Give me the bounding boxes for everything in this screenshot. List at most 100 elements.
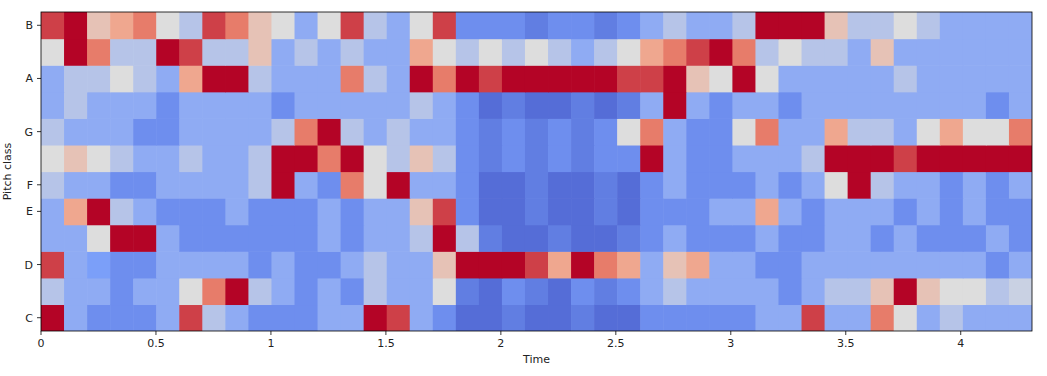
cell bbox=[617, 225, 641, 252]
cell bbox=[271, 172, 295, 199]
cell bbox=[663, 12, 687, 39]
cell bbox=[318, 251, 342, 278]
cell bbox=[940, 198, 964, 225]
cell bbox=[686, 65, 710, 92]
x-axis-label: Time bbox=[522, 353, 550, 366]
cell bbox=[617, 304, 641, 331]
cell bbox=[802, 251, 826, 278]
cell bbox=[940, 12, 964, 39]
cell bbox=[410, 65, 434, 92]
cell bbox=[802, 145, 826, 172]
cell bbox=[433, 172, 457, 199]
cell bbox=[87, 118, 111, 145]
cell bbox=[225, 118, 249, 145]
cell bbox=[179, 145, 203, 172]
cell bbox=[663, 145, 687, 172]
x-tick bbox=[270, 331, 271, 335]
cell bbox=[1009, 39, 1032, 66]
cell bbox=[986, 225, 1010, 252]
cell bbox=[179, 118, 203, 145]
cell bbox=[871, 65, 895, 92]
cell bbox=[825, 92, 849, 119]
cell bbox=[502, 118, 526, 145]
cell bbox=[640, 172, 664, 199]
cell bbox=[755, 251, 779, 278]
cell bbox=[110, 39, 134, 66]
cell bbox=[318, 198, 342, 225]
cell bbox=[133, 39, 157, 66]
x-tick bbox=[385, 331, 386, 335]
cell bbox=[156, 225, 180, 252]
y-tick-label: A bbox=[25, 72, 33, 85]
cell bbox=[548, 118, 572, 145]
cell bbox=[179, 251, 203, 278]
cell bbox=[41, 118, 65, 145]
cell bbox=[433, 251, 457, 278]
cell bbox=[709, 145, 733, 172]
cell bbox=[502, 145, 526, 172]
cell bbox=[963, 198, 987, 225]
cell bbox=[456, 278, 480, 305]
cell bbox=[825, 39, 849, 66]
cell bbox=[1009, 278, 1032, 305]
cell bbox=[778, 12, 802, 39]
cell bbox=[802, 198, 826, 225]
cell bbox=[64, 12, 88, 39]
cell bbox=[594, 118, 618, 145]
cell bbox=[986, 304, 1010, 331]
cell bbox=[963, 251, 987, 278]
cell bbox=[917, 225, 941, 252]
x-tick-label: 2.5 bbox=[607, 337, 625, 350]
cell bbox=[732, 39, 756, 66]
cell bbox=[525, 304, 549, 331]
cell bbox=[663, 172, 687, 199]
cell bbox=[940, 304, 964, 331]
cell bbox=[802, 118, 826, 145]
cell bbox=[802, 278, 826, 305]
cell bbox=[341, 278, 365, 305]
cell bbox=[318, 145, 342, 172]
cell bbox=[433, 304, 457, 331]
cell bbox=[848, 251, 872, 278]
cell bbox=[156, 198, 180, 225]
cell bbox=[433, 39, 457, 66]
cell bbox=[341, 251, 365, 278]
cell bbox=[594, 39, 618, 66]
cell bbox=[179, 278, 203, 305]
cell bbox=[986, 118, 1010, 145]
cell bbox=[64, 278, 88, 305]
cell bbox=[156, 12, 180, 39]
cell bbox=[479, 12, 503, 39]
cell bbox=[64, 225, 88, 252]
cell bbox=[87, 65, 111, 92]
cell bbox=[663, 198, 687, 225]
cell bbox=[686, 92, 710, 119]
cell bbox=[295, 145, 319, 172]
cell bbox=[640, 278, 664, 305]
cell bbox=[271, 225, 295, 252]
cell bbox=[433, 118, 457, 145]
cell bbox=[295, 172, 319, 199]
cell bbox=[133, 225, 157, 252]
y-tick bbox=[37, 264, 41, 265]
cell bbox=[41, 251, 65, 278]
y-tick-label: F bbox=[27, 179, 33, 192]
cell bbox=[686, 12, 710, 39]
cell bbox=[502, 92, 526, 119]
cell bbox=[640, 65, 664, 92]
plot-frame bbox=[41, 12, 1032, 331]
cell bbox=[295, 92, 319, 119]
cell bbox=[986, 39, 1010, 66]
cell bbox=[433, 65, 457, 92]
cell bbox=[848, 172, 872, 199]
cell bbox=[848, 118, 872, 145]
cell bbox=[87, 251, 111, 278]
cell bbox=[963, 65, 987, 92]
cell bbox=[917, 92, 941, 119]
cell bbox=[64, 39, 88, 66]
cell bbox=[963, 304, 987, 331]
cell bbox=[502, 304, 526, 331]
cell bbox=[202, 12, 226, 39]
cell bbox=[387, 278, 411, 305]
cell bbox=[387, 304, 411, 331]
